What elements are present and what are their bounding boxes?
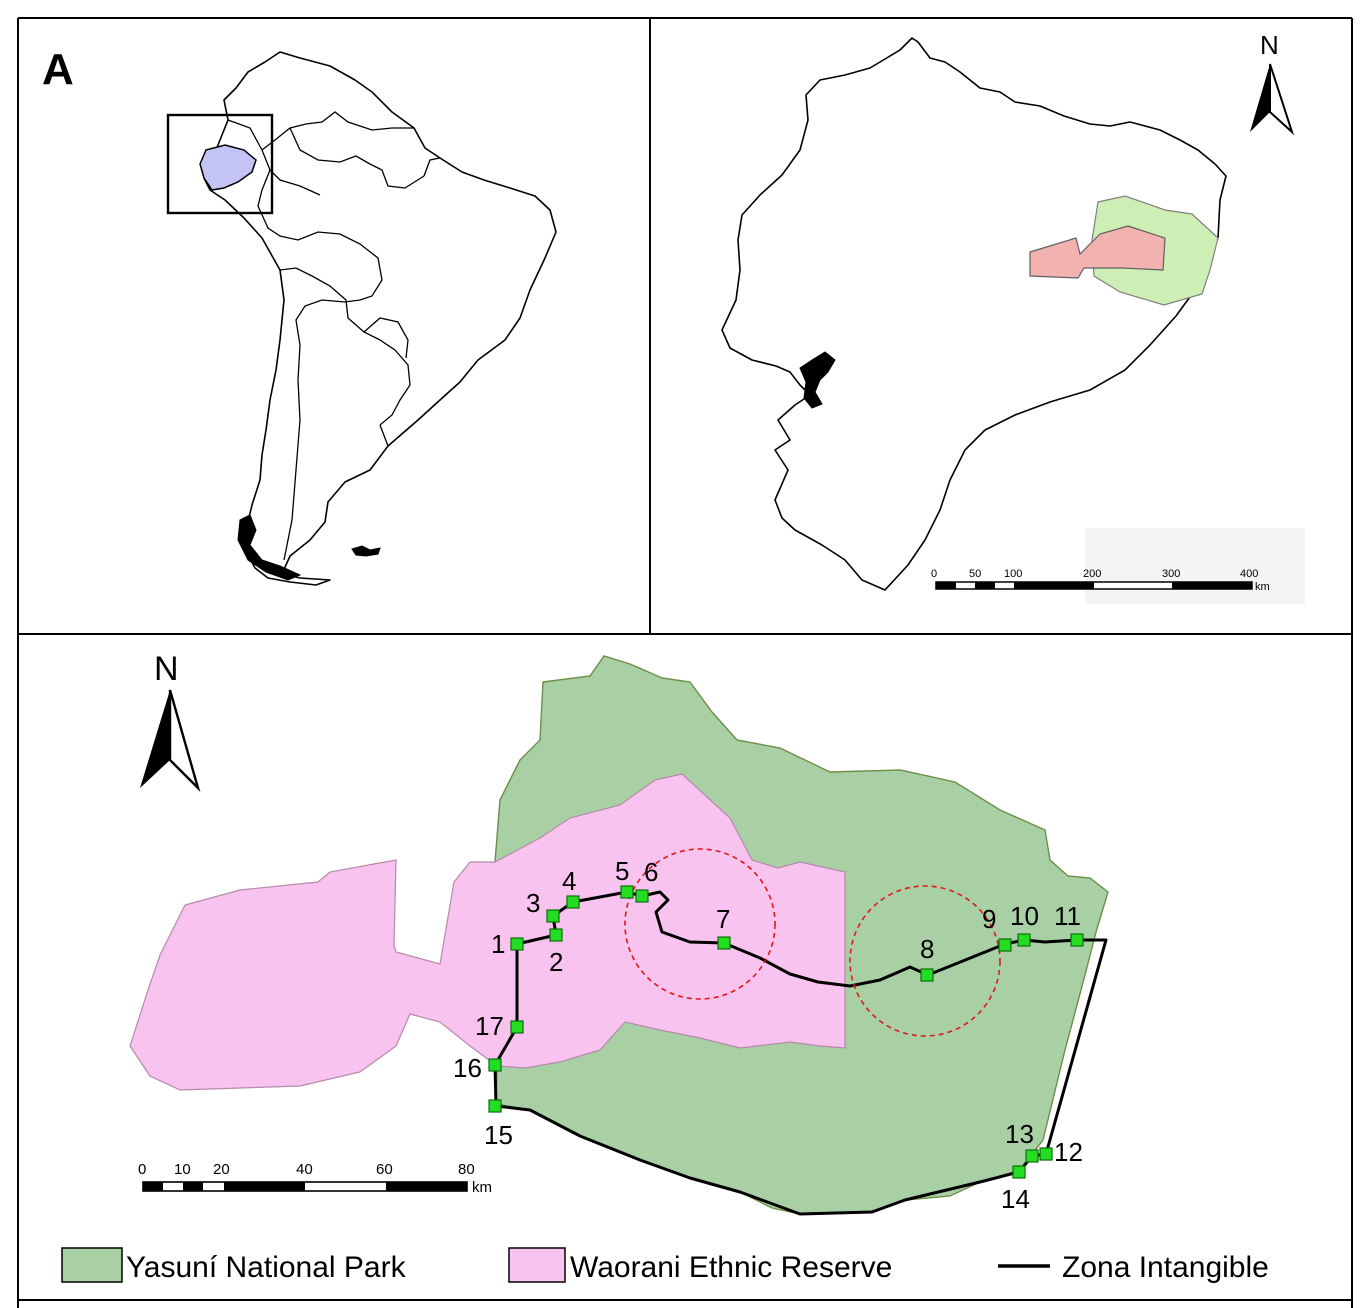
marker-11 [1070,933,1084,947]
scale-tick-label: 0 [138,1161,146,1178]
north-arrow-detail: N [140,650,201,793]
point-label: 12 [1054,1137,1083,1167]
scale-segment [975,582,995,589]
point-label: 9 [982,904,996,934]
panel-frames [17,17,1353,1308]
marker-14 [1012,1165,1026,1179]
marker-5 [620,885,634,899]
scale-segment [183,1182,203,1191]
scale-unit: km [1255,581,1270,593]
legend-label-yasuni: Yasuní National Park [126,1251,407,1284]
point-label: 10 [1010,901,1039,931]
sampling-markers [488,885,1084,1179]
point-label: 13 [1005,1119,1034,1149]
north-arrow-right-half [1269,63,1295,136]
marker-6 [635,889,649,903]
waorani-inset [1029,225,1166,279]
scale-segment [224,1182,305,1191]
marker-16 [488,1058,502,1072]
point-label: 1 [491,929,505,959]
marker-1 [510,937,524,951]
zona-intangible-line [493,890,1108,1216]
marker-13 [1025,1149,1039,1163]
panel-label: A [42,45,74,94]
point-label: 5 [615,856,629,886]
point-label: 16 [453,1053,482,1083]
point-label: 3 [526,888,540,918]
buffer-circle-point-8 [849,885,1001,1037]
point-label: 14 [1001,1184,1030,1214]
marker-17 [510,1020,524,1034]
scale-segment [143,1182,163,1191]
falkland-islands [351,545,381,557]
waorani-ethnic-reserve-area [129,773,846,1091]
scale-tick-label: 20 [213,1161,230,1178]
marker-2 [549,928,563,942]
point-label: 8 [920,934,934,964]
north-arrow-ecuador: N [1250,30,1295,136]
legend-label-zona-intangible: Zona Intangible [1062,1251,1269,1284]
ecuador-scale-bar: 0 50 100 200 300 400 km [931,528,1305,604]
south-america-map [166,51,557,586]
guayas-coast [799,351,836,409]
scale-tick-label: 60 [376,1161,393,1178]
marker-8 [920,968,934,982]
buffer-circle-point-7 [624,848,776,1000]
country-borders [227,111,441,561]
scale-tick-label: 200 [1083,568,1101,580]
ecuador-locator-box [166,113,274,215]
scale-segment [1172,582,1252,589]
marker-15 [488,1099,502,1113]
detail-scale-bar: 0 10 20 40 60 80 km [138,1161,492,1196]
north-arrow-label: N [154,650,179,688]
point-label: 2 [549,947,563,977]
point-label: 15 [484,1120,513,1150]
scale-unit: km [472,1179,492,1196]
legend-label-waorani: Waorani Ethnic Reserve [570,1251,892,1284]
north-arrow-left-half [140,690,170,788]
marker-labels: 1 2 3 4 5 6 7 8 9 10 11 12 13 14 15 16 1… [453,856,1083,1214]
point-label: 4 [562,866,576,896]
ecuador-outline [721,37,1227,591]
scale-tick-label: 400 [1240,568,1258,580]
ecuador-scale-backdrop [1085,528,1305,604]
legend: Yasuní National Park Waorani Ethnic Rese… [61,1247,1269,1284]
marker-10 [1017,933,1031,947]
scale-tick-label: 40 [296,1161,313,1178]
north-arrow-left-half [1250,64,1270,132]
marker-7 [717,936,731,950]
north-arrow-right-half [168,689,201,793]
marker-12 [1039,1147,1053,1161]
scale-segment [1014,582,1094,589]
marker-4 [566,895,580,909]
point-label: 6 [644,857,658,887]
ecuador-highlight [199,144,257,191]
scale-tick-label: 300 [1162,568,1180,580]
scale-tick-label: 80 [458,1161,475,1178]
point-label: 11 [1054,901,1081,931]
point-label: 7 [716,904,730,934]
point-label: 17 [475,1011,504,1041]
scale-segment [386,1182,467,1191]
tierra-del-fuego [237,514,302,581]
scale-tick-label: 50 [969,568,981,580]
scale-tick-label: 100 [1004,568,1022,580]
legend-swatch-waorani [508,1247,566,1283]
legend-swatch-yasuni [61,1247,123,1283]
detail-map: 1 2 3 4 5 6 7 8 9 10 11 12 13 14 15 16 1… [129,650,1109,1216]
marker-3 [546,909,560,923]
scale-segment [936,582,956,589]
scale-tick-label: 10 [174,1161,191,1178]
marker-9 [998,938,1012,952]
north-arrow-label: N [1260,30,1279,60]
ecuador-map [721,37,1227,591]
scale-tick-label: 0 [931,568,937,580]
